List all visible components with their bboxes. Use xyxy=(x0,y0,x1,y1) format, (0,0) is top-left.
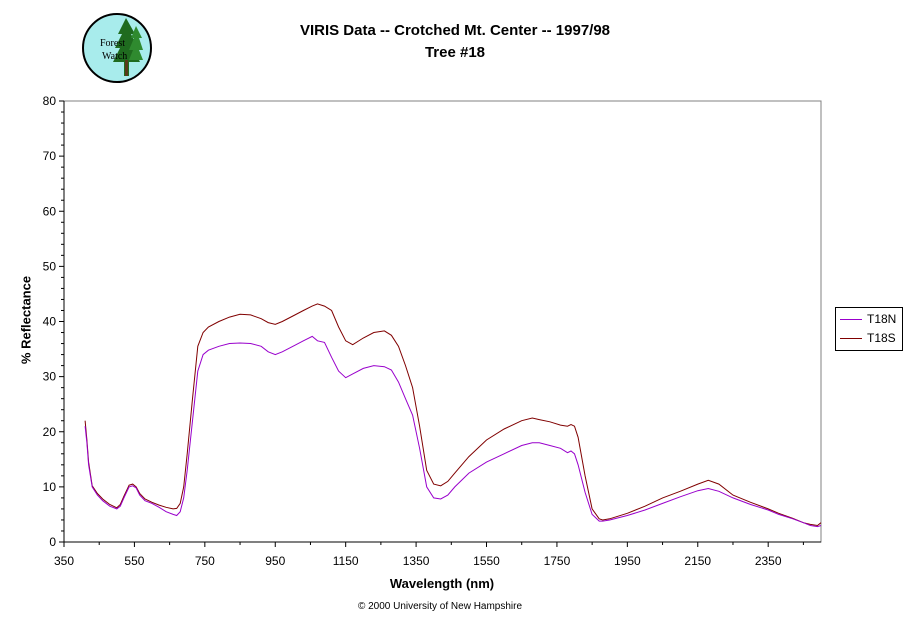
legend-item-t18n: T18N xyxy=(840,311,896,327)
copyright-text: © 2000 University of New Hampshire xyxy=(357,601,523,612)
x-tick-label: 550 xyxy=(124,554,144,568)
x-tick-label: 2150 xyxy=(684,554,711,568)
logo-text-forest: Forest xyxy=(100,38,125,49)
x-tick-label: 750 xyxy=(195,554,215,568)
x-axis-label: Wavelength (nm) xyxy=(389,576,495,591)
y-tick-label: 50 xyxy=(43,259,57,273)
series-line-t18s xyxy=(84,303,822,527)
legend-label-t18s: T18S xyxy=(867,331,896,345)
y-tick-label: 70 xyxy=(43,149,57,163)
x-tick-label: 1150 xyxy=(333,554,359,568)
series-line-t18n xyxy=(84,335,822,528)
y-axis-label: % Reflectance xyxy=(18,275,34,365)
legend-item-t18s: T18S xyxy=(840,330,896,346)
x-tick-label: 1350 xyxy=(403,554,430,568)
x-tick-label: 1750 xyxy=(544,554,571,568)
y-tick-label: 10 xyxy=(43,480,57,494)
x-tick-label: 1550 xyxy=(473,554,500,568)
chart-title: VIRIS Data -- Crotched Mt. Center -- 199… xyxy=(299,22,611,39)
chart-subtitle: Tree #18 xyxy=(424,44,486,61)
y-tick-label: 20 xyxy=(43,425,57,439)
x-tick-label: 350 xyxy=(54,554,74,568)
y-tick-label: 80 xyxy=(43,94,57,108)
logo-text-watch: Watch xyxy=(102,51,127,62)
y-tick-label: 30 xyxy=(43,370,57,384)
y-tick-label: 0 xyxy=(49,535,56,549)
legend-swatch-t18s xyxy=(840,337,862,339)
legend-swatch-t18n xyxy=(840,318,862,320)
chart-legend: T18N T18S xyxy=(835,307,903,351)
x-tick-label: 2350 xyxy=(755,554,782,568)
forest-watch-logo: Forest Watch xyxy=(82,13,152,83)
x-tick-label: 950 xyxy=(265,554,285,568)
y-tick-label: 40 xyxy=(43,315,57,329)
plot-area xyxy=(63,100,822,543)
legend-label-t18n: T18N xyxy=(867,312,897,326)
y-tick-label: 60 xyxy=(43,204,57,218)
x-tick-label: 1950 xyxy=(614,554,641,568)
